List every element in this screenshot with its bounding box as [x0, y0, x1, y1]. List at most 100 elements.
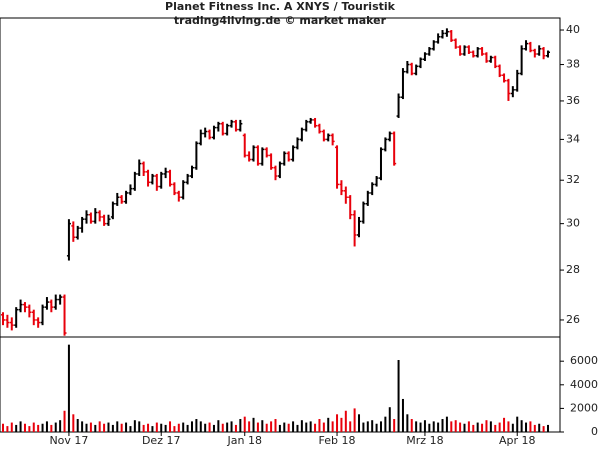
volume-bar	[226, 422, 229, 432]
volume-bar	[129, 426, 132, 432]
volume-bar	[322, 422, 325, 432]
volume-bar	[10, 422, 13, 432]
volume-tick-label: 4000	[570, 378, 598, 391]
volume-bar	[186, 424, 189, 432]
volume-bar	[160, 423, 163, 432]
volume-bar	[151, 426, 154, 432]
volume-bar	[103, 423, 106, 432]
volume-bar	[190, 421, 193, 432]
volume-bar	[2, 423, 4, 432]
volume-bar	[76, 419, 79, 432]
volume-bar	[305, 422, 308, 432]
volume-bar	[511, 423, 514, 432]
volume-bar	[217, 420, 220, 432]
volume-bar	[520, 420, 523, 432]
volume-bar	[349, 421, 352, 432]
volume-bar	[318, 419, 321, 432]
volume-bar	[410, 419, 413, 432]
volume-bar	[278, 424, 281, 432]
volume-bar	[296, 424, 299, 432]
volume-bar	[393, 419, 396, 432]
y-tick-label: 26	[566, 313, 580, 326]
volume-bar	[428, 423, 431, 432]
volume-bar	[366, 421, 369, 432]
volume-bar	[547, 424, 549, 432]
y-tick-label: 38	[566, 58, 580, 71]
volume-tick-label: 0	[591, 425, 598, 438]
volume-bar	[125, 422, 128, 432]
x-tick-label: Mrz 18	[406, 434, 443, 447]
volume-bar	[54, 422, 57, 432]
volume-bar	[147, 423, 150, 432]
volume-tick-label: 6000	[570, 354, 598, 367]
y-tick-label: 30	[566, 217, 580, 230]
volume-tick-label: 2000	[570, 401, 598, 414]
volume-bar	[481, 423, 484, 432]
volume-bar	[401, 398, 404, 432]
volume-bar	[287, 423, 290, 432]
chart-title: Planet Fitness Inc. A XNYS / Touristik	[165, 0, 396, 13]
volume-bar	[423, 420, 426, 432]
volume-bar	[164, 424, 167, 432]
volume-bar	[507, 421, 510, 432]
volume-bar	[221, 423, 224, 432]
volume-bar	[89, 422, 92, 432]
volume-bar	[195, 419, 198, 432]
volume-bar	[379, 421, 382, 432]
volume-bar	[292, 421, 295, 432]
volume-bar	[388, 407, 391, 432]
volume-bar	[72, 414, 75, 432]
y-tick-label: 36	[566, 94, 580, 107]
x-tick-label: Feb 18	[319, 434, 356, 447]
volume-bar	[261, 420, 264, 432]
volume-bar	[270, 421, 273, 432]
volume-bar	[498, 422, 501, 432]
x-tick-label: Apr 18	[499, 434, 536, 447]
volume-bar	[94, 424, 97, 432]
volume-bar	[331, 421, 334, 432]
volume-bar	[489, 421, 492, 432]
volume-bar	[155, 422, 158, 432]
volume-bar	[358, 414, 361, 432]
volume-bar	[406, 414, 409, 432]
volume-bar	[344, 410, 347, 432]
volume-bar	[111, 424, 114, 432]
volume-bar	[472, 424, 475, 432]
volume-bar	[230, 421, 233, 432]
y-tick-label: 32	[566, 173, 580, 186]
volume-bar	[32, 422, 35, 432]
volume-bar	[419, 422, 422, 432]
y-tick-label: 34	[566, 132, 580, 145]
volume-bar	[454, 420, 457, 432]
volume-bar	[133, 420, 136, 432]
volume-bar	[116, 421, 119, 432]
volume-bar	[199, 421, 202, 432]
volume-bar	[459, 422, 462, 432]
volume-bar	[41, 423, 44, 432]
volume-bar	[327, 417, 330, 432]
volume-bar	[234, 424, 237, 432]
volume-bar	[204, 423, 207, 432]
volume-bar	[208, 422, 211, 432]
volume-bar	[252, 417, 255, 432]
volume-bar	[533, 424, 536, 432]
volume-bar	[450, 421, 453, 432]
volume-bar	[19, 421, 22, 432]
volume-bar	[173, 426, 176, 432]
volume-bar	[441, 419, 444, 432]
volume-bar	[371, 420, 374, 432]
volume-bar	[384, 416, 387, 432]
volume-bar	[182, 422, 185, 432]
y-tick-label: 28	[566, 263, 580, 276]
volume-bar	[81, 421, 84, 432]
volume-bar	[300, 420, 303, 432]
y-tick-label: 40	[566, 23, 580, 36]
volume-bar	[177, 423, 180, 432]
volume-bar	[362, 422, 365, 432]
volume-bar	[256, 422, 259, 432]
volume-bar	[142, 424, 145, 432]
volume-bar	[445, 416, 448, 432]
volume-bar	[67, 344, 70, 432]
volume-bar	[494, 424, 497, 432]
